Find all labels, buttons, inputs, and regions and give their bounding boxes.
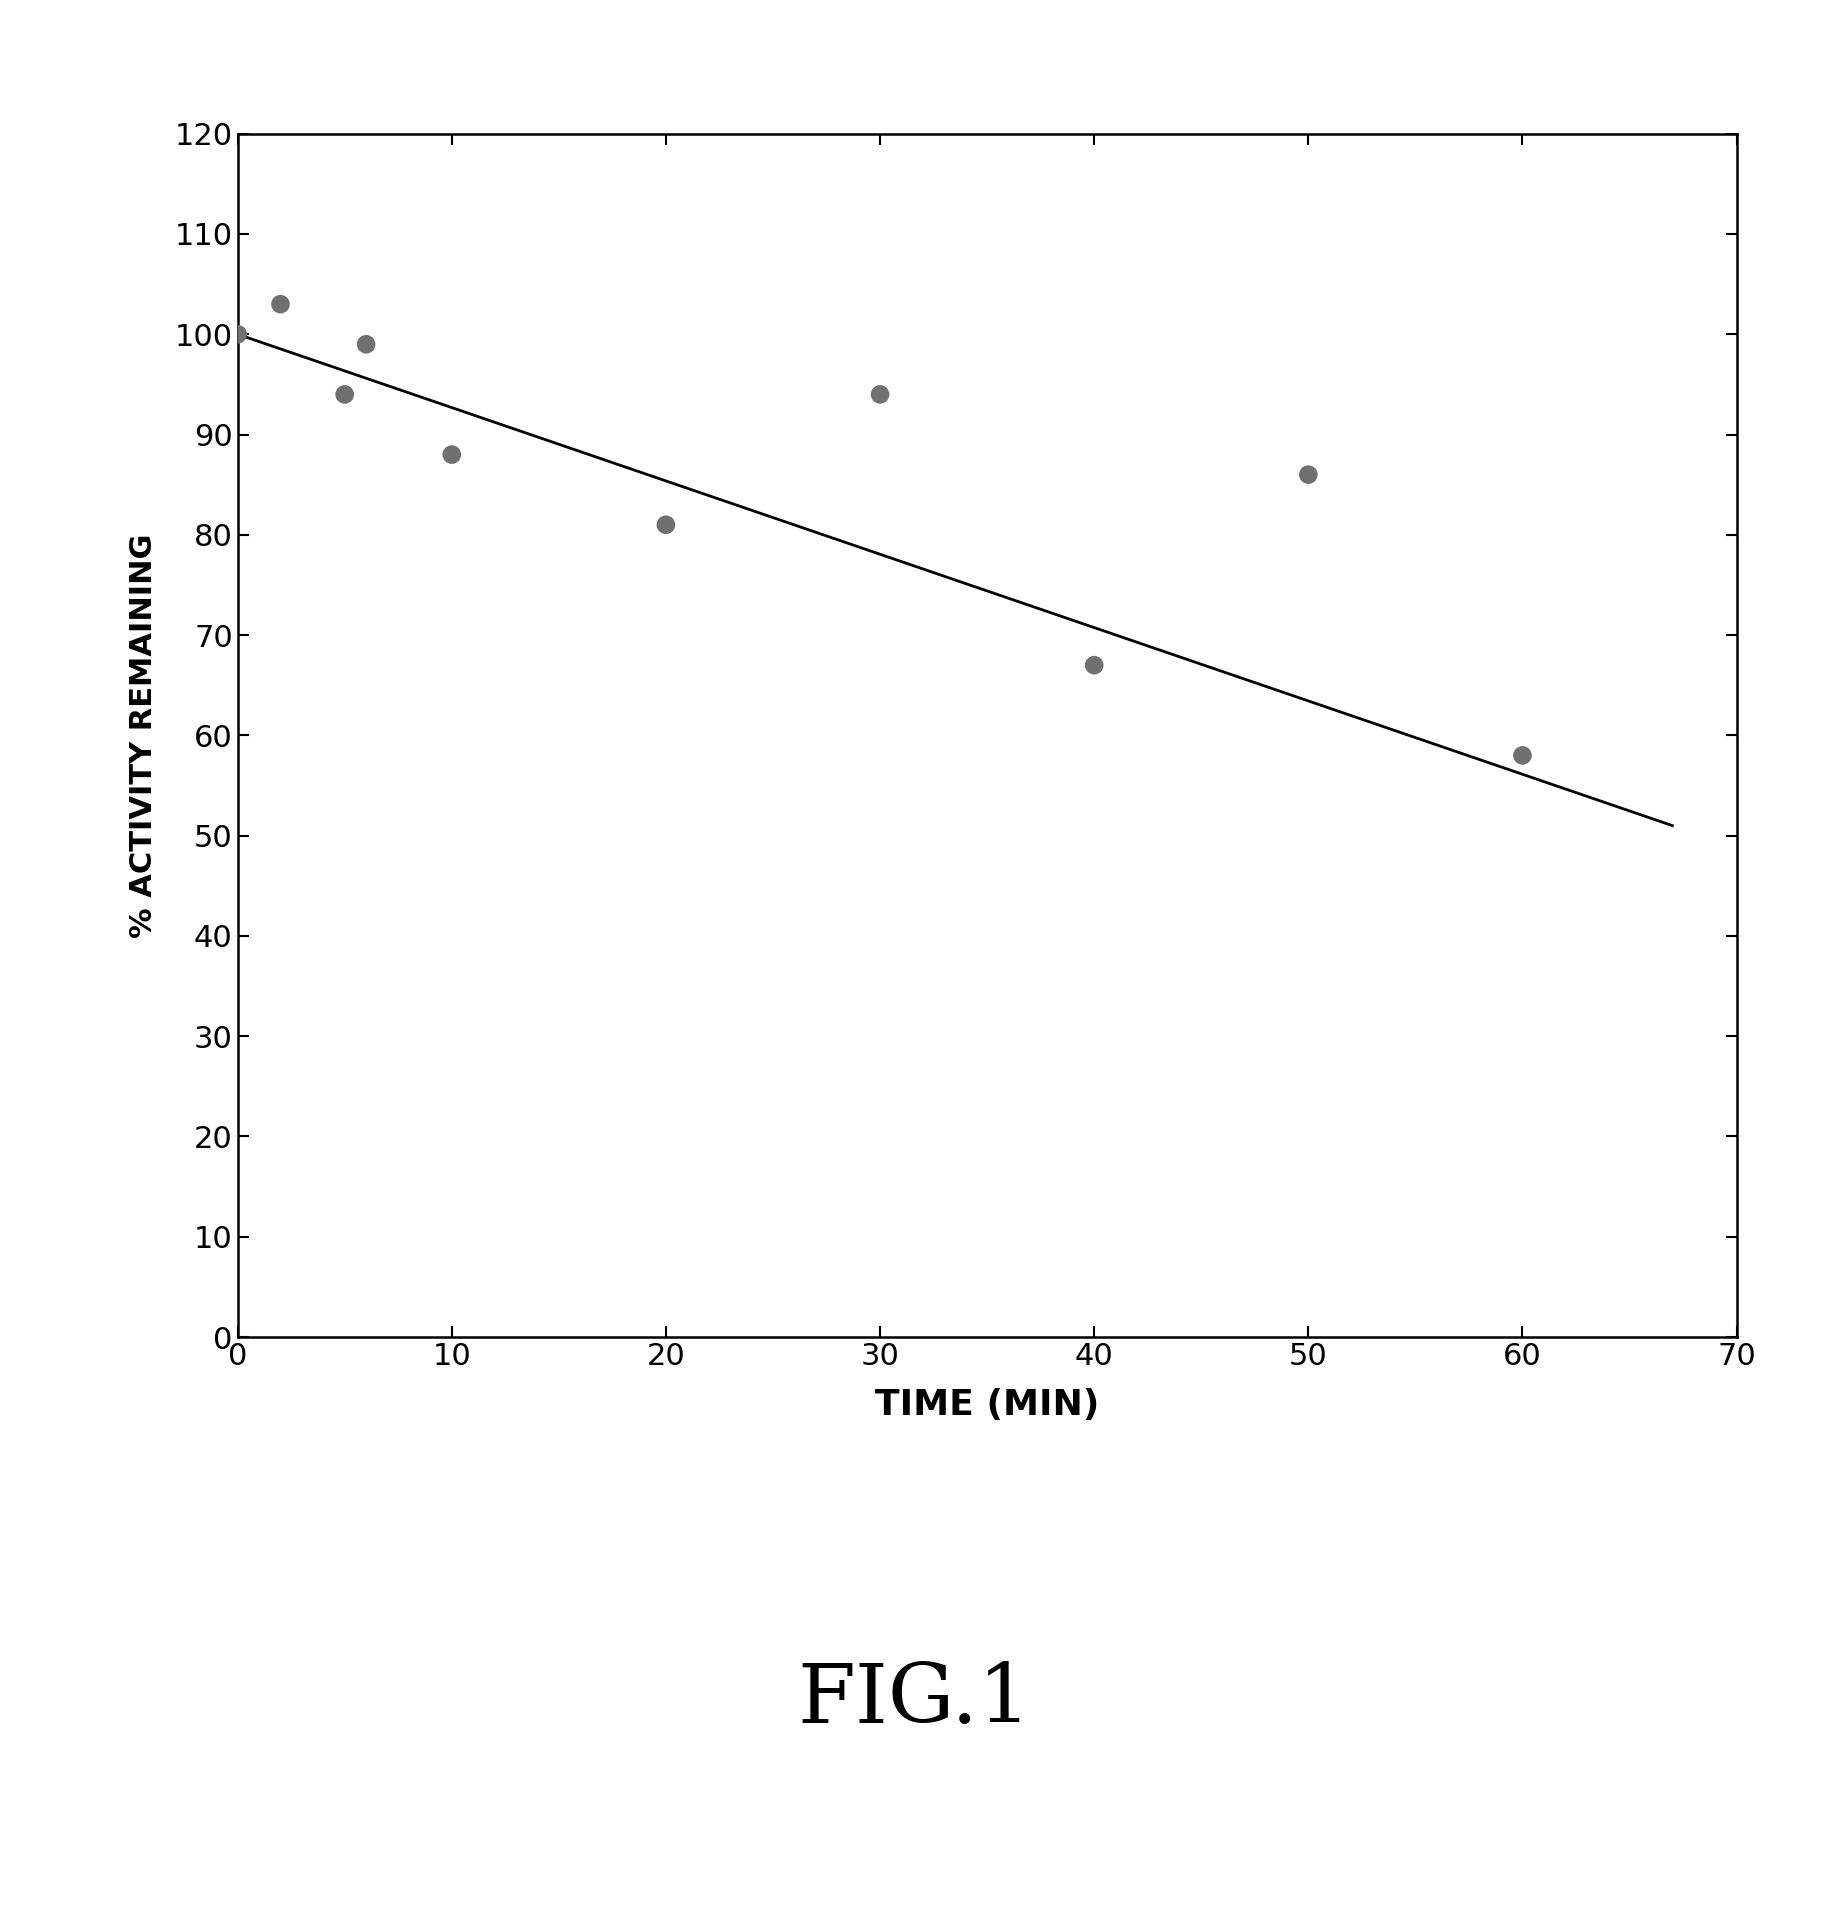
Point — [1294, 458, 1323, 489]
Text: FIG.1: FIG.1 — [797, 1660, 1031, 1740]
Point — [865, 378, 894, 411]
Point — [1508, 739, 1537, 770]
Point — [351, 329, 380, 359]
Point — [437, 439, 466, 470]
X-axis label: TIME (MIN): TIME (MIN) — [876, 1387, 1099, 1421]
Point — [331, 378, 360, 411]
Point — [1080, 649, 1110, 680]
Point — [651, 510, 680, 541]
Point — [223, 319, 252, 350]
Y-axis label: % ACTIVITY REMAINING: % ACTIVITY REMAINING — [130, 533, 157, 938]
Point — [265, 288, 294, 319]
